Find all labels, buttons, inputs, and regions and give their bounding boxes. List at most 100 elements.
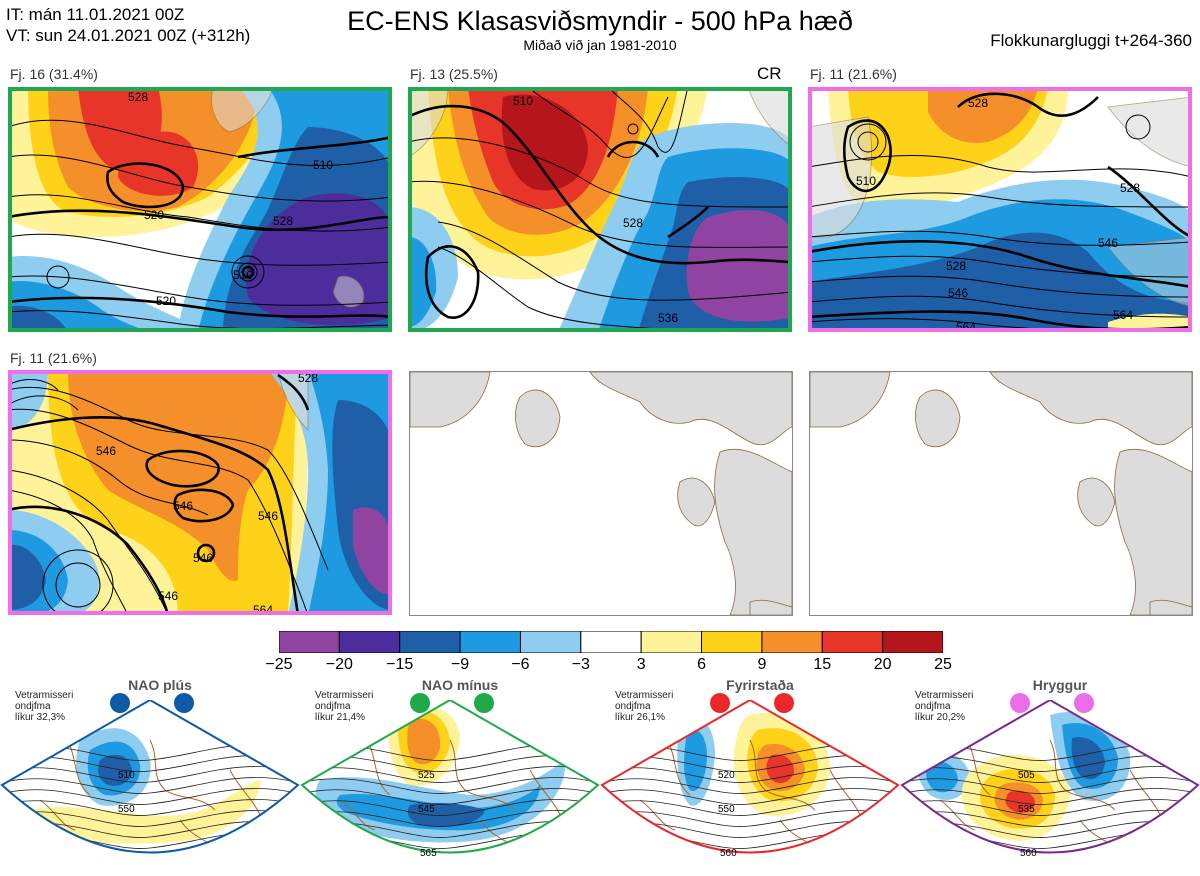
contour-label: 560 — [1020, 848, 1037, 859]
height-contour — [302, 766, 598, 783]
regime-info-line: líkur 32,3% — [15, 712, 66, 723]
regime-marker-dot — [774, 693, 794, 713]
anomaly-area — [407, 802, 485, 827]
height-contour — [902, 788, 1198, 805]
panel-2-label: Fj. 13 (25.5%) — [410, 66, 498, 82]
coastline — [939, 729, 1163, 851]
regime-marker-dot — [110, 693, 130, 713]
cluster-border-1 — [8, 87, 392, 332]
colorbar-swatch — [580, 630, 642, 654]
contour-label: 536 — [658, 311, 678, 325]
colorbar-tick-label: −6 — [511, 656, 530, 673]
page-title: EC-ENS Klasasviðsmyndir - 500 hPa hæð — [347, 6, 853, 36]
cluster-map-1: 510 520 528 528 510 520 — [8, 87, 392, 332]
colorbar-tick-label: −9 — [450, 656, 470, 673]
colorbar-tick-label: 9 — [757, 656, 767, 673]
regime-info: Vetrarmisseri ondjfma líkur 26,1% — [615, 690, 673, 723]
regime-info-line: Vetrarmisseri — [15, 690, 74, 701]
initial-time: IT: mán 11.01.2021 00Z — [6, 5, 185, 24]
colorbar-swatch — [640, 630, 703, 654]
regime-fan-map: 505 535 560 — [900, 698, 1200, 871]
empty-map-6 — [809, 371, 1193, 616]
panel-4-label: Fj. 11 (21.6%) — [10, 350, 97, 366]
contour-label: 525 — [418, 770, 435, 781]
colorbar-tick-label: 3 — [636, 656, 646, 673]
contour-label: 528 — [946, 259, 966, 273]
height-contour — [602, 777, 898, 794]
cluster-map-3: 528 510 528 546 564 564 528 546 — [808, 87, 1192, 332]
regime-info-line: ondjfma — [615, 701, 651, 712]
height-contour — [2, 810, 298, 827]
regime-title: Hryggur — [1032, 677, 1088, 693]
anomaly-area — [926, 760, 958, 793]
contour-label: 528 — [128, 90, 148, 104]
colorbar-swatch — [338, 630, 401, 654]
contour-label: 510 — [513, 94, 533, 108]
valid-time: VT: sun 24.01.2021 00Z (+312h) — [6, 26, 251, 45]
height-contour — [602, 766, 898, 783]
page-subtitle: Miðað við jan 1981-2010 — [523, 37, 677, 53]
regime-title: NAO plús — [128, 677, 192, 693]
empty-map-5 — [409, 371, 793, 616]
contour-label: 546 — [96, 444, 116, 458]
colorbar-tick-label: −20 — [325, 656, 353, 673]
regime-marker-dot — [474, 693, 494, 713]
panel-3-label: Fj. 11 (21.6%) — [810, 66, 897, 82]
regime-border — [300, 698, 600, 854]
height-contour — [302, 810, 598, 827]
regime-info-line: ondjfma — [315, 701, 351, 712]
coastline — [39, 729, 263, 851]
regime-info-line: líkur 20,2% — [915, 712, 966, 723]
regime-info-line: líkur 26,1% — [615, 712, 666, 723]
contour-label: 550 — [718, 804, 735, 815]
colorbar-swatch — [701, 630, 763, 654]
contour-label: 546 — [173, 499, 193, 513]
regime-info-line: Vetrarmisseri — [315, 690, 374, 701]
height-contour — [902, 810, 1198, 827]
colorbar-swatch — [821, 630, 884, 654]
regime-info-line: líkur 21,4% — [315, 712, 366, 723]
regime-border — [600, 698, 900, 854]
contour-label: 510 — [233, 268, 253, 282]
regime-info: Vetrarmisseri ondjfma líkur 21,4% — [315, 690, 373, 723]
anomaly-area — [1005, 790, 1035, 813]
colorbar-tick-label: 20 — [873, 656, 892, 673]
regime-title: NAO mínus — [421, 677, 499, 693]
panel-1-label: Fj. 16 (31.4%) — [10, 66, 98, 82]
colorbar — [278, 630, 944, 654]
classification-window: Flokkunargluggi t+264-360 — [990, 31, 1192, 50]
regime-info-line: Vetrarmisseri — [615, 690, 674, 701]
contour-label: 550 — [118, 804, 135, 815]
height-contour — [302, 788, 598, 805]
contour-label: 546 — [1098, 236, 1118, 250]
contour-label: 505 — [1018, 770, 1035, 781]
regime-marker-dot — [1074, 693, 1094, 713]
regime-info: Vetrarmisseri ondjfma líkur 20,2% — [915, 690, 973, 723]
colorbar-swatch — [519, 630, 582, 654]
contour-label: 528 — [298, 371, 318, 385]
contour-label: 510 — [313, 158, 333, 172]
regime-marker-dot — [410, 693, 430, 713]
colorbar-tick-label: 6 — [697, 656, 706, 673]
contour-label: 520 — [156, 294, 176, 308]
anomaly-area — [1071, 737, 1105, 780]
contour-label: 560 — [720, 848, 737, 859]
regime-border — [900, 698, 1200, 854]
regime-marker-dot — [1010, 693, 1030, 713]
contour-label: 520 — [718, 770, 735, 781]
regime-border — [0, 698, 300, 854]
height-contour — [602, 788, 898, 805]
colorbar-tick-label: 25 — [934, 656, 952, 673]
colorbar-swatch — [278, 630, 340, 654]
colorbar-tick-label: 15 — [813, 656, 832, 673]
regime-marker-dot — [174, 693, 194, 713]
contour-label: 528 — [273, 214, 293, 228]
regime-info-line: ondjfma — [15, 701, 51, 712]
contour-label: 546 — [258, 509, 278, 523]
height-contour — [2, 766, 298, 783]
cluster-map-4: 546 546 546 546 546 564 528 — [8, 370, 392, 615]
contour-label: 546 — [948, 286, 968, 300]
contour-label: 565 — [420, 848, 437, 859]
contour-label: 510 — [856, 174, 876, 188]
regime-fan-map: 525 545 565 — [300, 698, 600, 871]
